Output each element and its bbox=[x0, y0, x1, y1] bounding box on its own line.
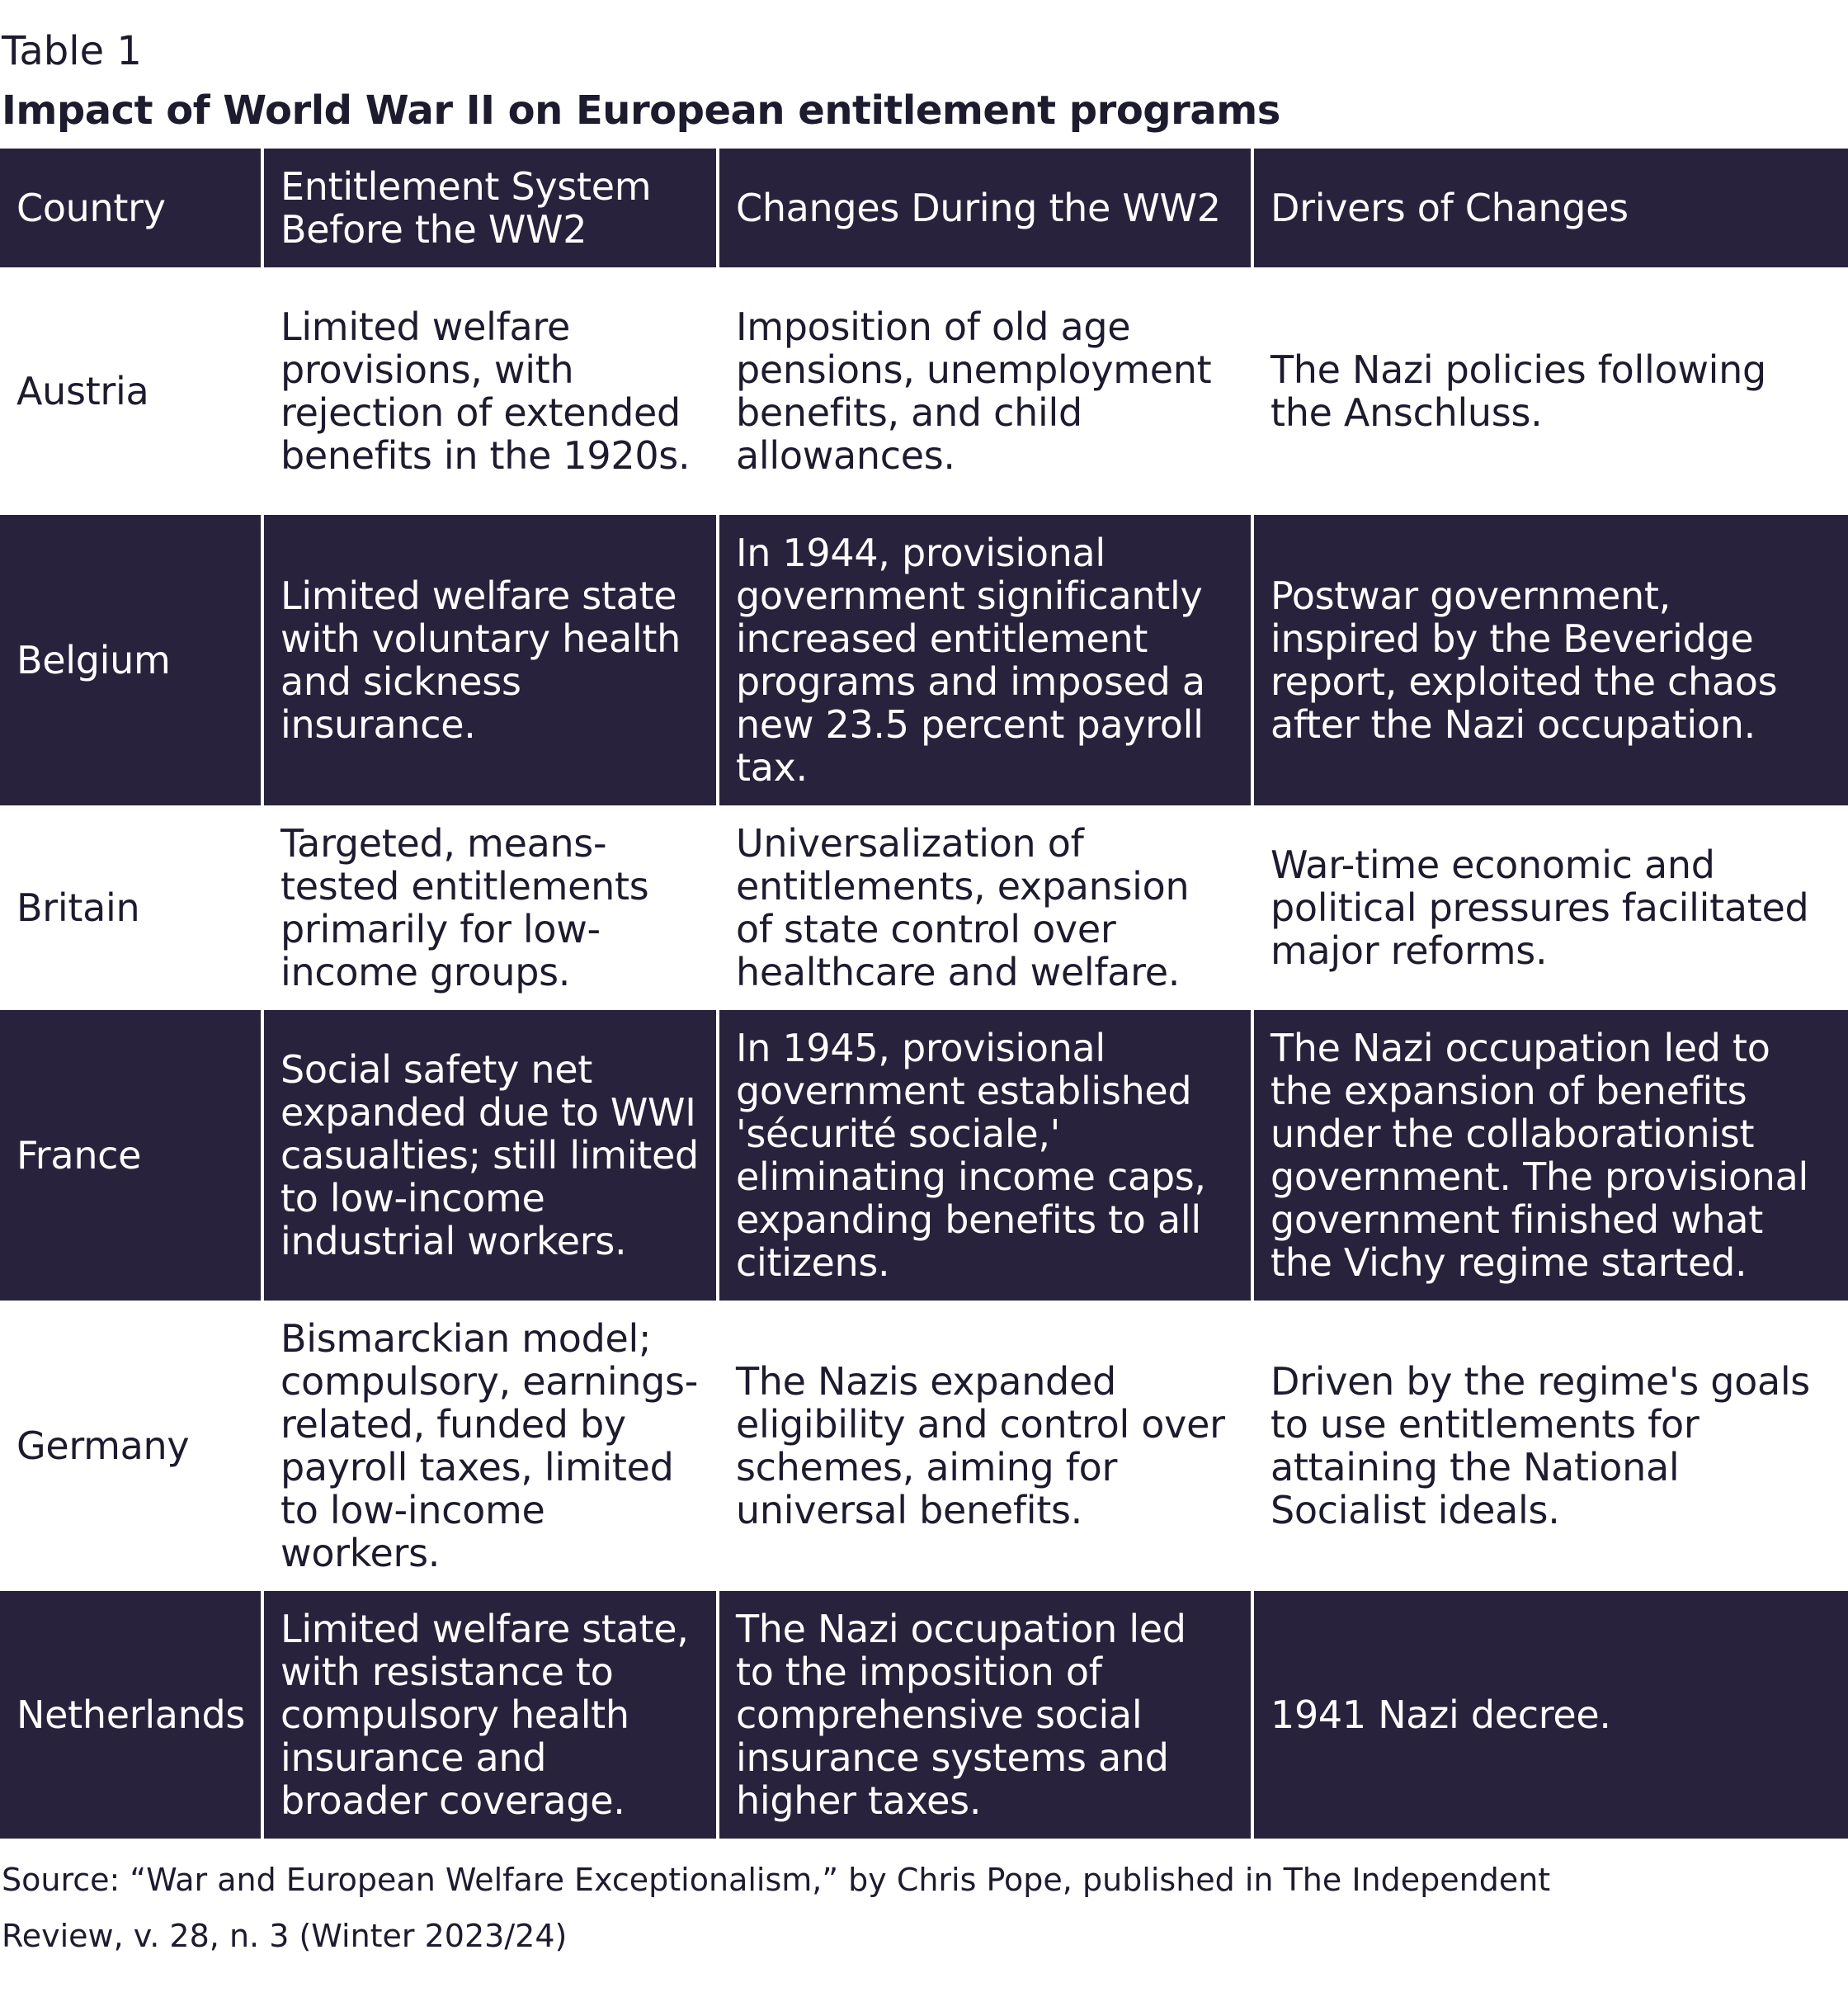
cell-changes: The Nazis expanded eligibility and contr… bbox=[716, 1301, 1254, 1591]
cell-changes: Universalization of entitlements, expans… bbox=[716, 805, 1254, 1010]
column-header-country: Country bbox=[0, 149, 264, 267]
cell-country: Germany bbox=[0, 1301, 264, 1591]
cell-drivers: The Nazi occupation led to the expansion… bbox=[1251, 1010, 1848, 1301]
cell-country: Britain bbox=[0, 805, 264, 1010]
column-header-before: Entitlement System Before the WW2 bbox=[261, 149, 719, 267]
cell-country: Austria bbox=[0, 267, 264, 515]
table-row: Germany Bismarckian model; compulsory, e… bbox=[0, 1301, 1848, 1591]
table-row: Netherlands Limited welfare state, with … bbox=[0, 1591, 1848, 1839]
column-header-changes: Changes During the WW2 bbox=[716, 149, 1254, 267]
table-row: France Social safety net expanded due to… bbox=[0, 1010, 1848, 1301]
table-title: Impact of World War II on European entit… bbox=[2, 87, 1280, 134]
cell-country: Belgium bbox=[0, 515, 264, 805]
cell-country: France bbox=[0, 1010, 264, 1301]
table-row: Britain Targeted, means-tested entitleme… bbox=[0, 805, 1848, 1010]
table-row: Belgium Limited welfare state with volun… bbox=[0, 515, 1848, 805]
cell-changes: The Nazi occupation led to the impositio… bbox=[716, 1591, 1254, 1839]
source-note: Source: “War and European Welfare Except… bbox=[2, 1862, 1551, 1954]
cell-country: Netherlands bbox=[0, 1591, 264, 1839]
cell-before: Social safety net expanded due to WWI ca… bbox=[261, 1010, 719, 1301]
cell-changes: In 1945, provisional government establis… bbox=[716, 1010, 1254, 1301]
cell-changes: Imposition of old age pensions, unemploy… bbox=[716, 267, 1254, 515]
cell-changes: In 1944, provisional government signific… bbox=[716, 515, 1254, 805]
table-row: Austria Limited welfare provisions, with… bbox=[0, 267, 1848, 515]
cell-drivers: War-time economic and political pressure… bbox=[1251, 805, 1848, 1010]
entitlement-table: Country Entitlement System Before the WW… bbox=[0, 149, 1848, 1839]
cell-drivers: Postwar government, inspired by the Beve… bbox=[1251, 515, 1848, 805]
table-header-row: Country Entitlement System Before the WW… bbox=[0, 149, 1848, 267]
cell-before: Limited welfare state, with resistance t… bbox=[261, 1591, 719, 1839]
cell-before: Targeted, means-tested entitlements prim… bbox=[261, 805, 719, 1010]
cell-drivers: Driven by the regime's goals to use enti… bbox=[1251, 1301, 1848, 1591]
column-header-drivers: Drivers of Changes bbox=[1251, 149, 1848, 267]
cell-before: Limited welfare state with voluntary hea… bbox=[261, 515, 719, 805]
cell-before: Limited welfare provisions, with rejecti… bbox=[261, 267, 719, 515]
table-label: Table 1 bbox=[2, 28, 142, 74]
cell-drivers: The Nazi policies following the Anschlus… bbox=[1251, 267, 1848, 515]
cell-drivers: 1941 Nazi decree. bbox=[1251, 1591, 1848, 1839]
cell-before: Bismarckian model; compulsory, earnings-… bbox=[261, 1301, 719, 1591]
